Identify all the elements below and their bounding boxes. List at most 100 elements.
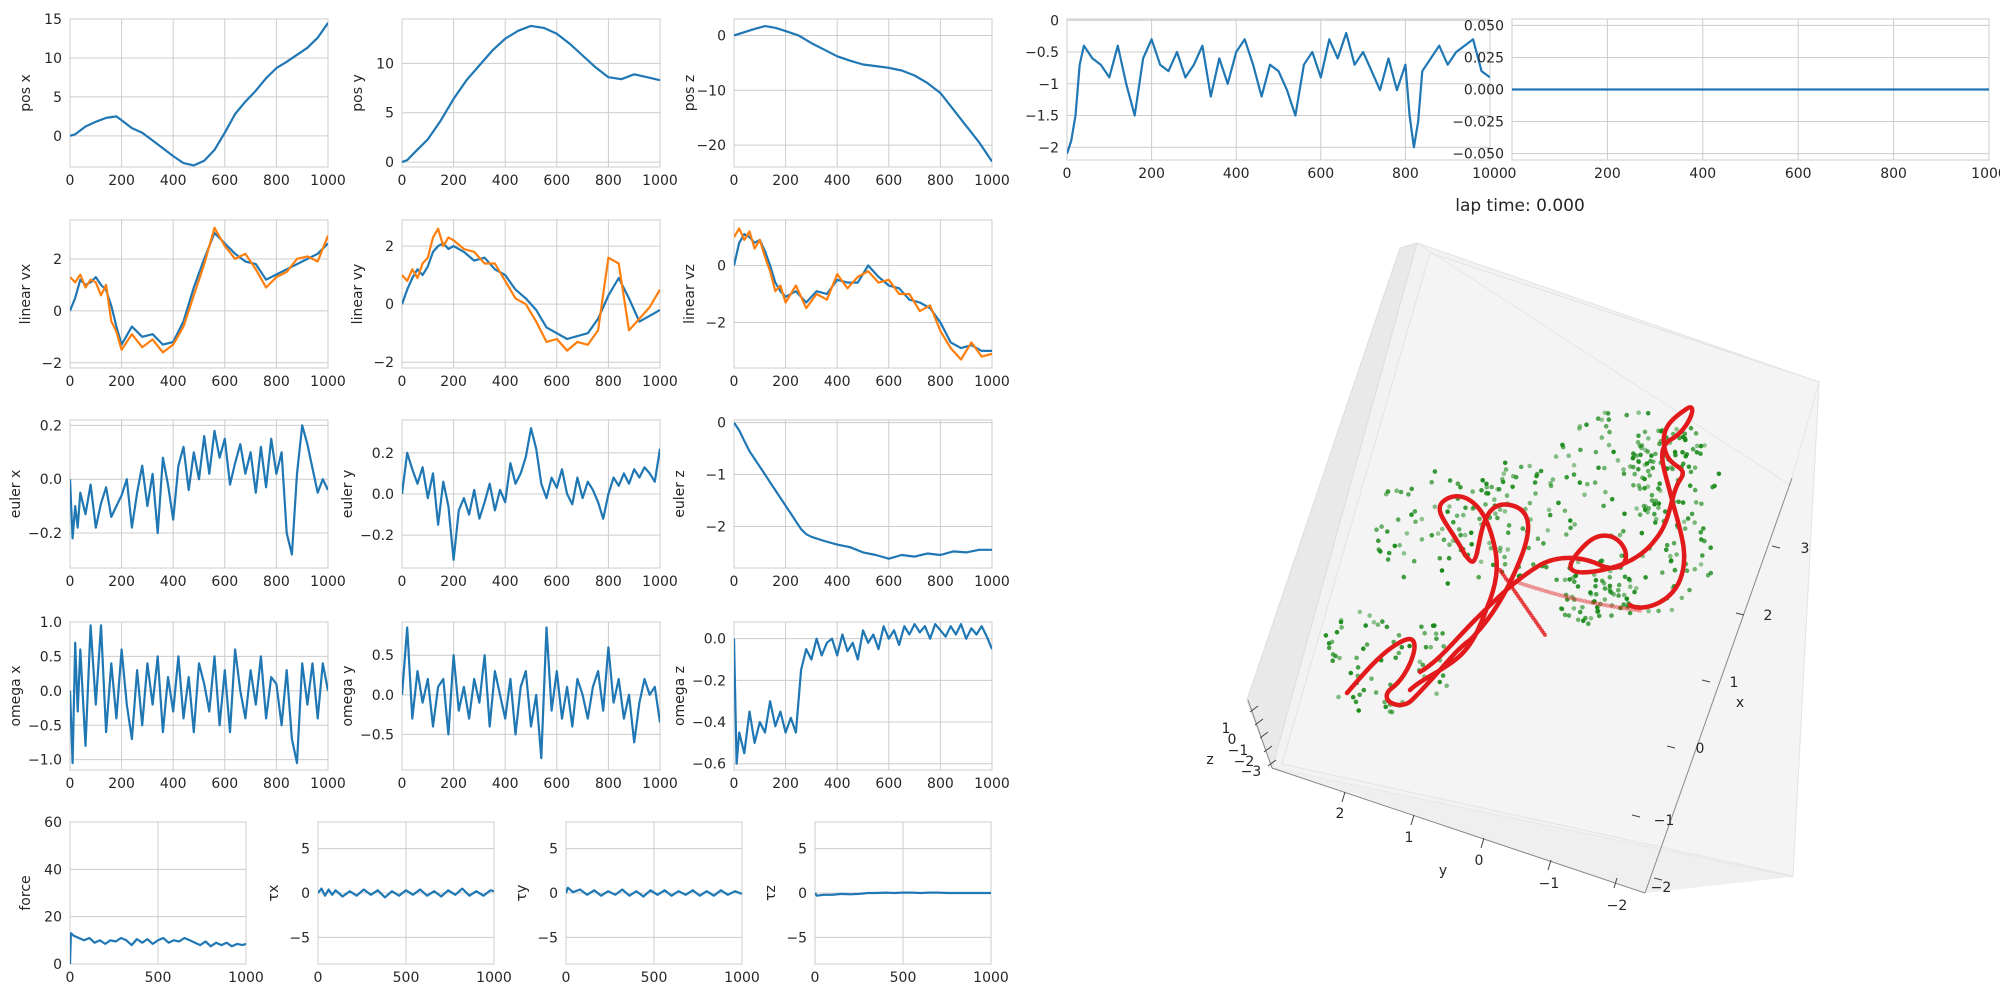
gate-point (1621, 467, 1626, 472)
x-tick-label: 1000 (974, 374, 1010, 390)
subplot-top-5: 0 200 400 600 800 1000 0.050 0.025 0.000 −0.025 −0… (1452, 18, 2000, 182)
gate-point (1545, 528, 1551, 533)
gate-point (1699, 501, 1704, 507)
gate-point (1686, 464, 1692, 470)
gate-point (1369, 676, 1374, 681)
gate-point (1642, 429, 1648, 435)
gate-point (1687, 483, 1693, 489)
subplot-tau-x: 0 500 1000 −5 0 5 τx (266, 821, 512, 986)
gate-point (1439, 568, 1445, 573)
gate-point (1602, 597, 1608, 602)
gate-point (1385, 489, 1391, 494)
gate-point (1538, 468, 1544, 474)
gate-point (1636, 483, 1642, 488)
x-tick-label: 1000 (476, 970, 512, 986)
gate-point (1417, 659, 1423, 665)
x-tick-label: 400 (492, 574, 519, 590)
gate-point (1520, 526, 1526, 531)
gate-point (1668, 465, 1674, 470)
gate-point (1646, 608, 1651, 614)
gate-point (1680, 450, 1685, 455)
series-line-1 (566, 886, 742, 898)
gate-point (1445, 509, 1450, 514)
gate-point (1603, 489, 1608, 495)
gate-point (1647, 473, 1652, 478)
y-tick-label: 0 (1050, 13, 1059, 29)
gate-point (1440, 673, 1446, 678)
gate-point (1484, 481, 1489, 487)
gate-point (1578, 447, 1583, 453)
subplot-tau-z: 0 500 1000 −5 0 5 τz (763, 821, 1009, 986)
x-tick-label: 200 (440, 374, 467, 390)
y-tick-label: 0 (53, 957, 62, 973)
z-tick-label: 0 (1228, 732, 1237, 748)
gate-point (1577, 609, 1583, 615)
gate-point (1653, 498, 1659, 504)
trajectory-point (1605, 603, 1610, 608)
gate-point (1632, 471, 1637, 477)
gate-point (1361, 687, 1367, 693)
gate-point (1700, 553, 1705, 558)
gate-point (1664, 542, 1670, 548)
gate-point (1484, 490, 1489, 496)
y-tick-label: 2 (385, 239, 394, 255)
gate-point (1441, 644, 1446, 649)
subplot-euler-y: 0 200 400 600 800 1000 −0.2 0.0 0.2 euler y (340, 419, 678, 590)
gate-point (1513, 474, 1519, 480)
trajectory-point (1615, 605, 1620, 610)
series-line-1 (70, 231, 328, 346)
gate-point (1446, 555, 1452, 561)
y-axis-label: τy (514, 885, 530, 902)
gate-point (1639, 445, 1644, 451)
gate-point (1656, 505, 1661, 511)
z-tick-label: −1 (1228, 743, 1249, 759)
plot-frame (1066, 18, 1491, 161)
trajectory-point (1563, 594, 1568, 599)
x-tick-label: 1000 (974, 173, 1010, 189)
x-tick (1631, 814, 1641, 818)
gate-point (1598, 601, 1603, 607)
y-tick-label: 0.0 (40, 684, 62, 700)
x-tick-label: 800 (1392, 166, 1419, 182)
gate-point (1606, 442, 1612, 448)
x-tick-label: 200 (108, 374, 135, 390)
gate-point (1593, 583, 1598, 589)
gate-point (1624, 412, 1629, 418)
gate-point (1490, 562, 1496, 568)
gate-point (1616, 593, 1621, 598)
y-tick-label: 15 (44, 12, 62, 28)
x-tick (1701, 679, 1711, 683)
gate-point (1635, 440, 1641, 445)
gate-point (1705, 572, 1711, 578)
gate-point (1503, 467, 1509, 472)
y-axis-label: euler y (340, 470, 356, 518)
subplot-top-4: 0 200 400 600 800 1000 0 −0.5 −1 −1.5 −2 (1025, 13, 1508, 182)
gate-point (1437, 556, 1443, 561)
y-tick-label: 1.0 (40, 615, 62, 631)
x-tick-label: 400 (492, 374, 519, 390)
gate-point (1571, 606, 1577, 611)
gate-point (1690, 446, 1696, 452)
x-tick-label: 200 (772, 574, 799, 590)
x-tick-label: 2 (1764, 608, 1773, 624)
x-tick-label: 500 (145, 970, 172, 986)
x-tick (1735, 612, 1745, 616)
gate-point (1504, 493, 1510, 498)
y-tick-label: −1.5 (1025, 109, 1059, 125)
gate-point (1682, 526, 1688, 531)
gate-point (1419, 516, 1425, 522)
y-tick-label: 5 (549, 842, 558, 858)
gate-point (1338, 619, 1344, 625)
trajectory-point (1537, 587, 1542, 592)
trajectory-point (1624, 606, 1630, 611)
x-tick-label: 200 (1594, 166, 1621, 182)
gate-point (1488, 546, 1494, 551)
y-axis-label: pos x (18, 74, 34, 111)
gate-point (1568, 518, 1573, 523)
gate-point (1487, 540, 1492, 546)
trajectory-point (1598, 602, 1604, 607)
y-tick-label: 0 (717, 416, 726, 432)
x-tick-label: 600 (875, 776, 902, 792)
y-tick-label: −2 (1038, 140, 1059, 156)
gate-point (1483, 502, 1488, 507)
